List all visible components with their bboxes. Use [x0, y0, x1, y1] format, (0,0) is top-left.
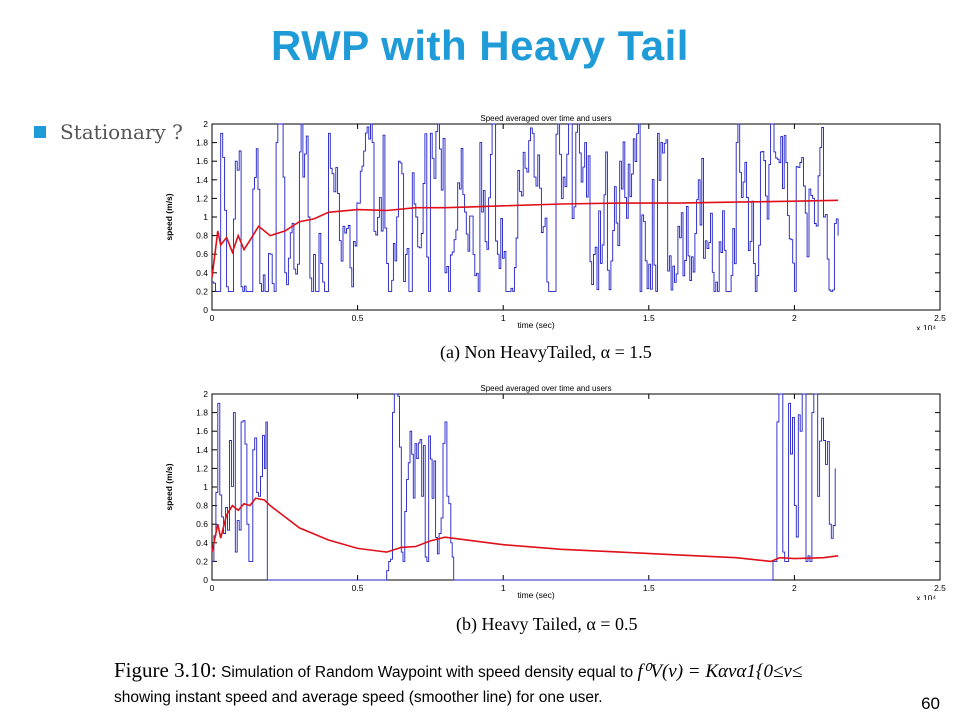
y-tick-label: 0.2	[196, 556, 208, 566]
average-speed-line	[211, 497, 839, 563]
y-tick-label: 0.8	[196, 231, 208, 241]
subcaption-a: (a) Non HeavyTailed, α = 1.5	[440, 342, 652, 362]
average-speed-line	[211, 199, 839, 278]
y-tick-label: 1.8	[196, 408, 208, 418]
y-axis-label: speed (m/s)	[164, 463, 174, 510]
y-tick-label: 0.6	[196, 249, 208, 259]
figure-caption-line-1: Figure 3.10: Simulation of Random Waypoi…	[114, 658, 960, 685]
figure-caption-math: f⁰V(v) = Kαvα1{0≤v≤	[637, 661, 803, 682]
x-tick-label: 0.5	[352, 583, 364, 593]
instant-speed-line	[212, 393, 836, 581]
x-axis-label: time (sec)	[517, 320, 554, 330]
y-tick-label: 1.2	[196, 463, 208, 473]
x-exponent-label: x 10⁴	[916, 593, 936, 600]
y-axis-label: speed (m/s)	[164, 193, 174, 240]
y-tick-label: 1.6	[196, 426, 208, 436]
x-tick-label: 0.5	[352, 313, 364, 323]
x-tick-label: 0	[210, 583, 215, 593]
chart-b-svg: 0 0.2 0.4 0.6 0.8 1 1.2 1.4 1.6 1.8 2 0 0.5 1 1.5 2 2.5 S…	[164, 384, 946, 600]
figure-label: Figure 3.10:	[114, 658, 217, 682]
y-tick-label: 0.2	[196, 286, 208, 296]
plot-frame	[211, 393, 941, 581]
x-tick-label: 2	[792, 583, 797, 593]
x-tick-label: 2	[792, 313, 797, 323]
page-number: 60	[921, 694, 940, 713]
y-tick-label: 1	[203, 212, 208, 222]
chart-non-heavy-tailed: 0 0.2 0.4 0.6 0.8 1 1.2 1.4 1.6 1.8 2 0 0.5 1 1.5 2 2.5 S…	[160, 110, 950, 330]
x-tick-label: 1.5	[643, 583, 655, 593]
y-tick-label: 1.4	[196, 175, 208, 185]
bullet-square-icon	[34, 126, 46, 138]
y-tick-label: 2	[203, 389, 208, 399]
y-tick-label: 1.2	[196, 193, 208, 203]
y-tick-label: 0	[203, 575, 208, 585]
figure-caption-text-1: Simulation of Random Waypoint with speed…	[220, 664, 634, 681]
y-tick-label: 0.6	[196, 519, 208, 529]
chart-title: Speed averaged over time and users	[480, 384, 611, 393]
y-tick-label: 0.4	[196, 538, 208, 548]
y-tick-label: 0.8	[196, 501, 208, 511]
subcaption-b: (b) Heavy Tailed, α = 0.5	[456, 614, 638, 634]
bullet-text: Stationary ?	[60, 120, 183, 144]
instant-speed-line	[212, 123, 839, 292]
y-tick-label: 0.4	[196, 268, 208, 278]
x-tick-label: 1	[501, 583, 506, 593]
y-tick-label: 1.4	[196, 445, 208, 455]
x-tick-label: 2.5	[934, 583, 946, 593]
y-tick-label: 0	[203, 305, 208, 315]
slide-title: RWP with Heavy Tail	[271, 22, 689, 69]
y-tick-label: 1.8	[196, 138, 208, 148]
y-tick-label: 1.6	[196, 156, 208, 166]
figure-caption: Figure 3.10: Simulation of Random Waypoi…	[114, 658, 960, 710]
chart-heavy-tailed: 0 0.2 0.4 0.6 0.8 1 1.2 1.4 1.6 1.8 2 0 0.5 1 1.5 2 2.5 S…	[160, 380, 950, 600]
y-tick-label: 1	[203, 482, 208, 492]
bullet-item: Stationary ?	[34, 120, 183, 144]
x-tick-label: 0	[210, 313, 215, 323]
y-tick-label: 2	[203, 119, 208, 129]
x-exponent-label: x 10⁴	[916, 323, 936, 330]
x-tick-label: 2.5	[934, 313, 946, 323]
chart-title: Speed averaged over time and users	[480, 114, 611, 123]
x-tick-label: 1.5	[643, 313, 655, 323]
chart-a-svg: 0 0.2 0.4 0.6 0.8 1 1.2 1.4 1.6 1.8 2 0 0.5 1 1.5 2 2.5 S…	[164, 114, 946, 330]
x-tick-label: 1	[501, 313, 506, 323]
figure-caption-line-2: showing instant speed and average speed …	[114, 689, 603, 706]
x-axis-label: time (sec)	[517, 590, 554, 600]
